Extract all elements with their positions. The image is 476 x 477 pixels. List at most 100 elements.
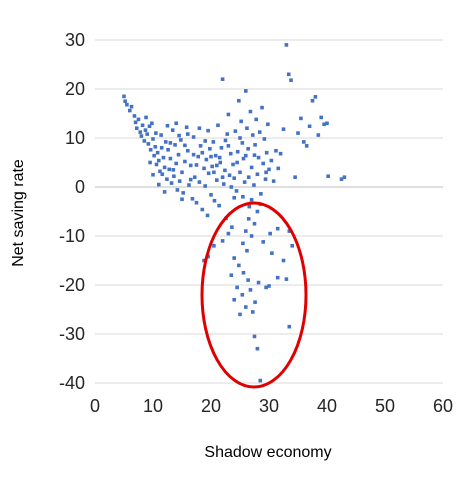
data-point (186, 148, 190, 153)
data-point (230, 225, 234, 229)
data-point (166, 147, 170, 152)
data-point (248, 288, 253, 292)
data-point (293, 175, 297, 179)
x-tick-label: 0 (90, 396, 100, 416)
data-point (200, 150, 205, 155)
data-point (304, 144, 309, 148)
data-point (281, 258, 286, 263)
data-point (299, 116, 303, 121)
data-point (169, 181, 174, 185)
data-point (194, 163, 199, 167)
data-point (313, 95, 318, 99)
data-point (209, 193, 213, 197)
data-point (241, 241, 245, 246)
data-point (244, 305, 248, 309)
data-point (204, 157, 209, 162)
data-point (264, 150, 269, 155)
data-point (188, 177, 193, 182)
data-point (235, 149, 240, 154)
data-point (180, 170, 184, 175)
data-point (181, 191, 185, 195)
data-point (142, 139, 147, 143)
data-point (148, 147, 153, 152)
data-point (159, 133, 163, 137)
data-point (253, 143, 257, 147)
data-point (175, 188, 180, 192)
data-point (246, 278, 250, 282)
data-point (183, 143, 187, 148)
data-point (136, 117, 141, 122)
data-point (212, 244, 216, 248)
data-point (153, 145, 158, 149)
data-point (245, 126, 249, 130)
data-point (172, 174, 176, 179)
data-point (209, 154, 213, 159)
x-tick-label: 40 (317, 396, 337, 416)
data-point (150, 121, 154, 126)
data-point (238, 136, 242, 140)
data-point (266, 122, 270, 127)
data-point (151, 137, 155, 141)
data-point (287, 324, 292, 329)
data-point (261, 161, 265, 166)
data-point (248, 109, 253, 114)
data-point (242, 180, 247, 184)
data-point (235, 285, 239, 290)
x-tick-label: 20 (201, 396, 221, 416)
y-tick-label: 30 (65, 30, 85, 50)
data-point (267, 167, 271, 172)
data-point (211, 140, 216, 144)
data-point (174, 161, 178, 166)
data-point (281, 127, 286, 131)
data-point (259, 192, 263, 196)
data-point (275, 275, 280, 280)
data-point (165, 123, 170, 128)
y-tick-label: -30 (59, 324, 85, 344)
data-point (253, 300, 257, 304)
data-point (177, 179, 182, 183)
data-point (123, 99, 127, 104)
data-point (197, 180, 202, 184)
data-point (252, 221, 257, 226)
data-point (203, 184, 207, 188)
data-point (220, 175, 225, 179)
data-point (319, 115, 323, 120)
data-point (263, 177, 268, 181)
data-point (218, 160, 223, 165)
data-point (256, 280, 261, 285)
data-point (233, 129, 238, 133)
data-point (229, 185, 234, 189)
data-point (147, 124, 152, 129)
data-point (174, 121, 178, 126)
data-point (194, 200, 199, 205)
data-point (254, 117, 259, 122)
data-point (289, 78, 293, 82)
data-point (261, 240, 265, 244)
data-point (213, 153, 218, 158)
data-point (316, 133, 321, 137)
data-point (202, 258, 206, 263)
data-point (276, 166, 281, 171)
data-point (238, 312, 242, 317)
data-point (255, 172, 260, 177)
data-point (205, 213, 210, 218)
data-point (310, 98, 315, 103)
data-point (158, 169, 162, 174)
data-point (215, 178, 219, 182)
data-point (198, 144, 203, 148)
data-point (144, 115, 148, 120)
data-point (196, 154, 201, 159)
data-point (206, 171, 211, 176)
data-point (188, 163, 193, 168)
data-point (216, 123, 220, 128)
data-point (241, 156, 246, 161)
data-point (212, 198, 217, 203)
data-point (176, 152, 181, 157)
data-point (155, 150, 160, 155)
data-point (134, 126, 139, 130)
data-point (325, 121, 329, 126)
data-point (268, 231, 272, 236)
data-point (226, 112, 231, 117)
data-point (138, 130, 143, 134)
